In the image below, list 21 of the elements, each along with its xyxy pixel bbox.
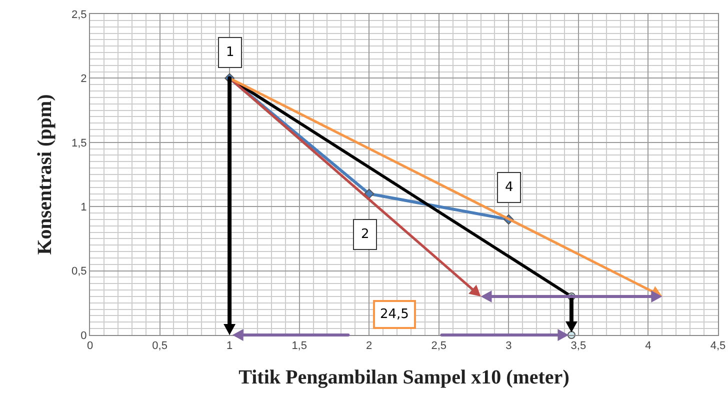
x-tick-label: 3	[506, 340, 512, 352]
x-axis-title: Titik Pengambilan Sampel x10 (meter)	[238, 366, 570, 389]
y-tick-label: 2,5	[72, 8, 87, 21]
y-tick-label: 2	[80, 73, 87, 86]
x-tick-label: 0,5	[152, 340, 168, 352]
y-tick-label: 0	[80, 330, 87, 342]
annotation: 2	[361, 227, 370, 242]
annotation: 1	[226, 45, 234, 60]
x-tick-label: 4	[645, 340, 652, 352]
x-tick-label: 4,5	[710, 340, 726, 352]
x-tick-label: 2,5	[431, 340, 447, 352]
y-tick-label: 1	[80, 201, 87, 214]
x-tick-label: 3,5	[570, 340, 586, 352]
y-tick-label: 0,5	[72, 266, 87, 278]
x-tick-label: 2	[366, 340, 372, 352]
x-tick-label: 1	[226, 340, 233, 352]
annotation: 24,5	[380, 307, 409, 322]
y-axis-title: Konsentrasi (ppm)	[34, 94, 56, 255]
annotation: 4	[505, 180, 514, 195]
y-tick-label: 1,5	[72, 137, 87, 150]
x-tick-label: 1,5	[292, 340, 307, 352]
